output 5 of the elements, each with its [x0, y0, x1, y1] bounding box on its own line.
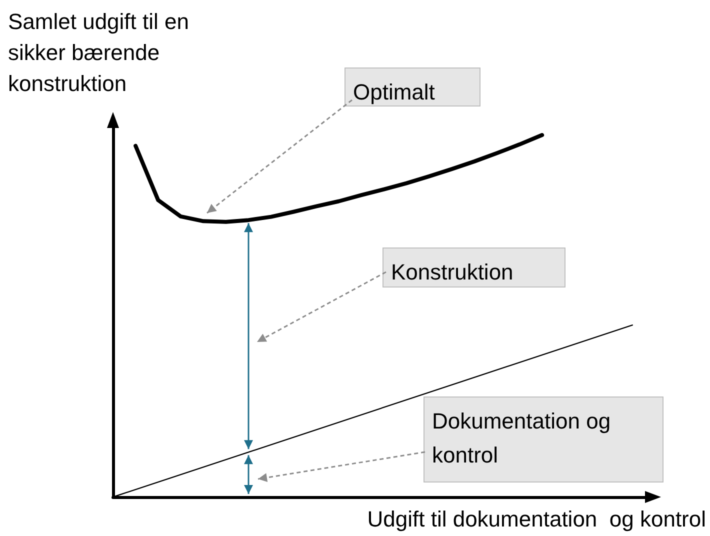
y-axis-title: Samlet udgift til en sikker bærende konstruktion	[8, 9, 196, 96]
x-axis-title: Udgift til dokumentation og kontrol	[367, 506, 706, 532]
annotation: Dokumentation og kontrol	[432, 408, 617, 468]
annotation: Konstruktion	[391, 260, 514, 284]
text: Optimalt	[353, 80, 435, 104]
